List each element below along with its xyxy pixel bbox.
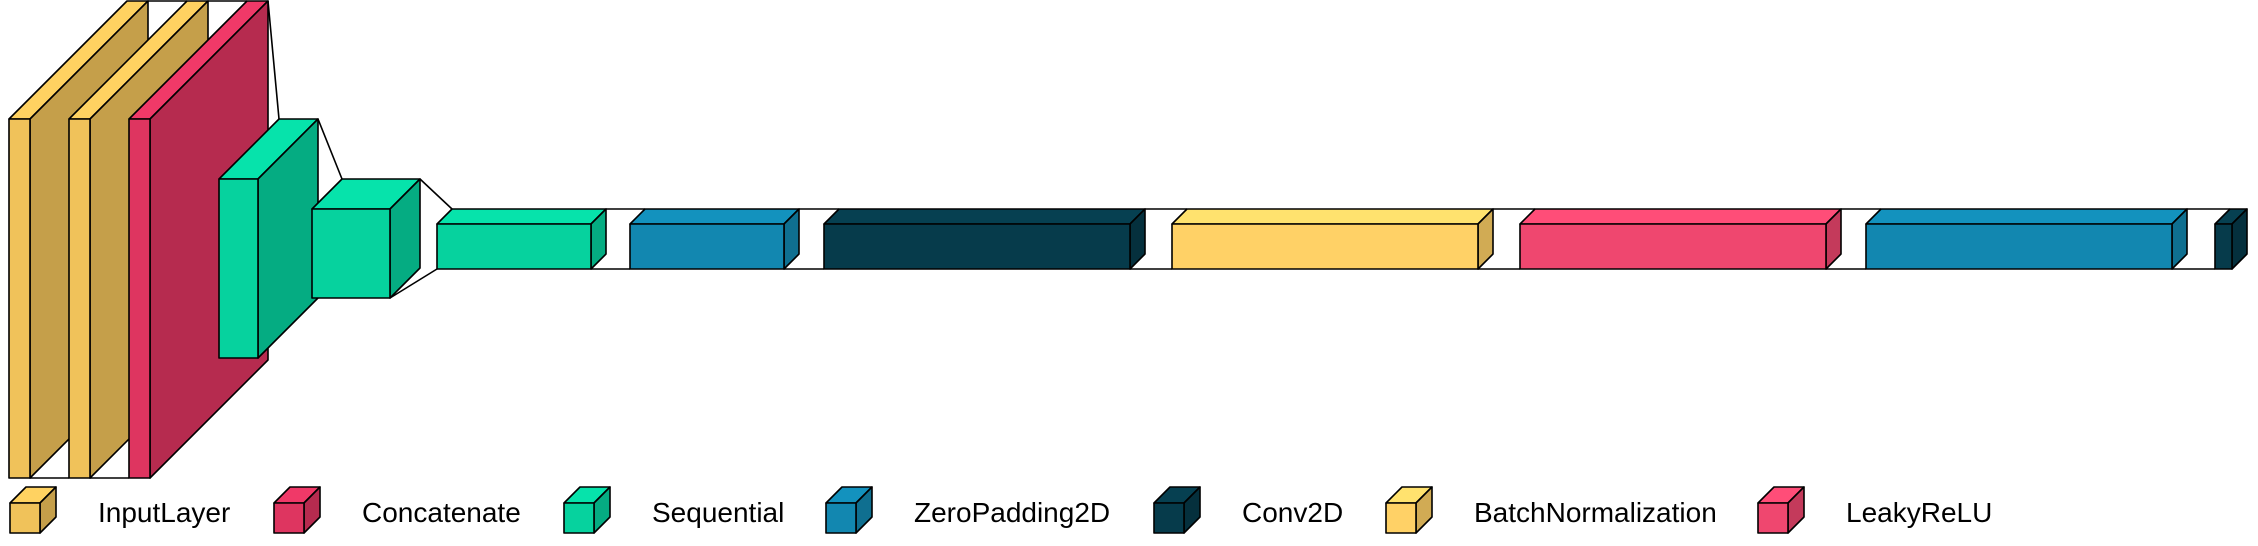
layer-top-face [823, 208, 1146, 225]
layer-top-face [436, 208, 607, 225]
connector-line [419, 178, 453, 210]
connector-line [317, 118, 343, 180]
legend-cube-front-face [563, 502, 595, 534]
layer-top-face [1865, 208, 2188, 225]
layer-front-face [128, 118, 151, 479]
legend-cube-front-face [1385, 502, 1417, 534]
legend: InputLayer Concatenate Sequential ZeroPaddi… [9, 486, 1992, 534]
layer-front-face [823, 223, 1131, 270]
layer-box-batchnormalization [1171, 208, 1494, 270]
legend-cube-front-face [1153, 502, 1185, 534]
connector-line [389, 268, 438, 299]
connector-line [267, 0, 280, 120]
layer-front-face [311, 208, 391, 299]
legend-item-batchnormalization: BatchNormalization [1385, 486, 1717, 534]
legend-item-leakyrelu: LeakyReLU [1757, 486, 1992, 534]
layer-front-face [1519, 223, 1827, 270]
layer-box-conv2d [823, 208, 1146, 270]
layer-front-face [1865, 223, 2173, 270]
layer-front-face [2214, 223, 2233, 270]
layer-top-face [629, 208, 800, 225]
layer-top-face [1519, 208, 1842, 225]
layer-front-face [629, 223, 785, 270]
layer-box-zeropadding2d [1865, 208, 2188, 270]
legend-label: ZeroPadding2D [914, 497, 1110, 528]
layer-front-face [68, 118, 91, 479]
layer-front-face [436, 223, 592, 270]
layer-top-face [1171, 208, 1494, 225]
layer-box-sequential [218, 118, 319, 359]
legend-label: InputLayer [98, 497, 230, 528]
legend-label: BatchNormalization [1474, 497, 1717, 528]
legend-cube-front-face [273, 502, 305, 534]
legend-cube-front-face [9, 502, 41, 534]
layer-box-sequential [311, 178, 421, 299]
layer-front-face [218, 178, 259, 359]
legend-label: Conv2D [1242, 497, 1343, 528]
legend-item-conv2d: Conv2D [1153, 486, 1343, 534]
layer-front-face [8, 118, 31, 479]
legend-label: LeakyReLU [1846, 497, 1992, 528]
layer-box-zeropadding2d [629, 208, 800, 270]
layer-box-leakyrelu [1519, 208, 1842, 270]
layer-box-sequential [436, 208, 607, 270]
layer-box-conv2d [2214, 208, 2248, 270]
legend-item-concatenate: Concatenate [273, 486, 521, 534]
legend-label: Concatenate [362, 497, 521, 528]
legend-item-zeropadding2d: ZeroPadding2D [825, 486, 1110, 534]
legend-item-sequential: Sequential [563, 486, 784, 534]
legend-label: Sequential [652, 497, 784, 528]
legend-cube-front-face [1757, 502, 1789, 534]
legend-item-inputlayer: InputLayer [9, 486, 230, 534]
layer-front-face [1171, 223, 1479, 270]
legend-cube-front-face [825, 502, 857, 534]
layer-boxes [8, 0, 2248, 479]
